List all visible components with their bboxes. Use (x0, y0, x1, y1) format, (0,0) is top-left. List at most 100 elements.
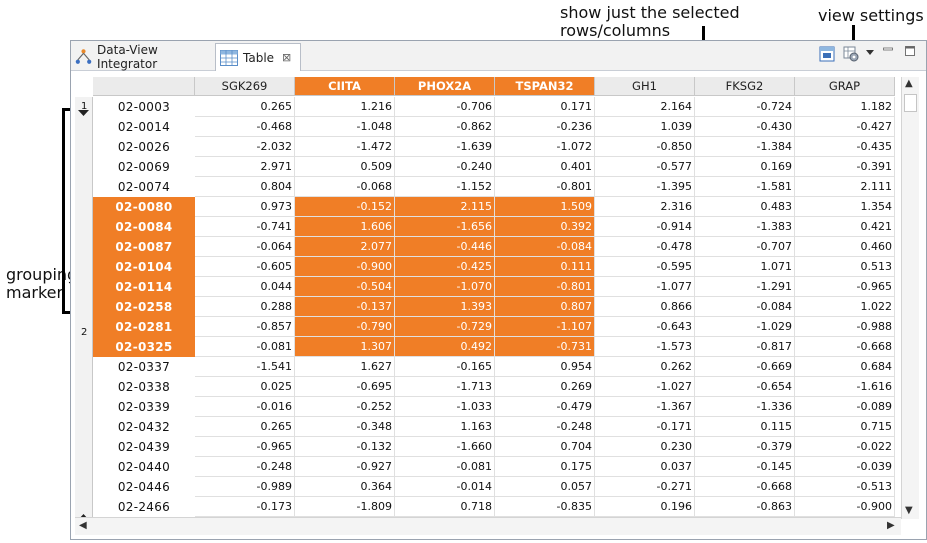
table-cell[interactable]: 0.265 (195, 97, 295, 117)
table-cell[interactable]: 2.316 (595, 197, 695, 217)
table-cell[interactable]: -0.137 (295, 297, 395, 317)
table-cell[interactable]: -0.729 (395, 317, 495, 337)
table-cell[interactable]: 1.354 (795, 197, 895, 217)
table-cell[interactable]: 0.460 (795, 237, 895, 257)
table-cell[interactable]: 0.171 (495, 97, 595, 117)
table-cell[interactable]: 1.216 (295, 97, 395, 117)
table-cell[interactable]: 1.627 (295, 357, 395, 377)
table-cell[interactable]: -1.048 (295, 117, 395, 137)
table-row[interactable]: 02-0104 -0.605 -0.900 -0.425 0.111 -0.595 1.07… (93, 257, 895, 277)
row-header[interactable]: 02-0087 (93, 237, 195, 257)
table-cell[interactable]: 0.715 (795, 417, 895, 437)
table-cell[interactable]: -0.669 (695, 357, 795, 377)
table-cell[interactable]: -0.089 (795, 397, 895, 417)
table-cell[interactable]: -1.809 (295, 497, 395, 517)
table-cell[interactable]: 0.704 (495, 437, 595, 457)
table-cell[interactable]: -0.989 (195, 477, 295, 497)
table-cell[interactable]: -0.084 (695, 297, 795, 317)
row-header[interactable]: 02-0338 (117, 380, 171, 394)
table-cell[interactable]: -0.654 (695, 377, 795, 397)
column-header[interactable]: GRAP (795, 77, 895, 96)
table-row[interactable]: 02-0003 0.265 1.216 -0.706 0.171 2.164 -0.724 1… (93, 97, 895, 117)
table-cell[interactable]: -0.252 (295, 397, 395, 417)
collapse-group-icon[interactable] (78, 110, 89, 117)
table-cell[interactable]: -0.668 (695, 477, 795, 497)
table-cell[interactable]: -0.468 (195, 117, 295, 137)
table-cell[interactable]: -0.927 (295, 457, 395, 477)
table-cell[interactable]: -0.741 (195, 217, 295, 237)
table-cell[interactable]: -0.707 (695, 237, 795, 257)
table-cell[interactable]: -0.348 (295, 417, 395, 437)
table-cell[interactable]: -0.435 (795, 137, 895, 157)
table-cell[interactable]: 0.364 (295, 477, 395, 497)
table-cell[interactable]: 0.115 (695, 417, 795, 437)
table-cell[interactable]: -0.817 (695, 337, 795, 357)
table-row[interactable]: 02-0014 -0.468 -1.048 -0.862 -0.236 1.039 -0.4… (93, 117, 895, 137)
table-cell[interactable]: -1.072 (495, 137, 595, 157)
table-row[interactable]: 02-0337 -1.541 1.627 -0.165 0.954 0.262 -0.669… (93, 357, 895, 377)
column-header[interactable]: SGK269 (195, 77, 295, 96)
table-cell[interactable]: -0.731 (495, 337, 595, 357)
table-row[interactable]: 02-0080 0.973 -0.152 2.115 1.509 2.316 0.483 1.… (93, 197, 895, 217)
table-row[interactable]: 02-0439 -0.965 -0.132 -1.660 0.704 0.230 -0.37… (93, 437, 895, 457)
table-row[interactable]: 02-0084 -0.741 1.606 -1.656 0.392 -0.914 -1.38… (93, 217, 895, 237)
table-cell[interactable]: 0.954 (495, 357, 595, 377)
table-cell[interactable]: 2.111 (795, 177, 895, 197)
table-row[interactable]: 02-0338 0.025 -0.695 -1.713 0.269 -1.027 -0.65… (93, 377, 895, 397)
row-header[interactable]: 02-0114 (93, 277, 195, 297)
table-cell[interactable]: -1.639 (395, 137, 495, 157)
table-cell[interactable]: -0.988 (795, 317, 895, 337)
row-header[interactable]: 02-0080 (93, 197, 195, 217)
table-cell[interactable]: 0.025 (195, 377, 295, 397)
table-cell[interactable]: -0.862 (395, 117, 495, 137)
table-cell[interactable]: 0.401 (495, 157, 595, 177)
table-row[interactable]: 02-0325 -0.081 1.307 0.492 -0.731 -1.573 -0.81… (93, 337, 895, 357)
table-cell[interactable]: -0.022 (795, 437, 895, 457)
group-marker-1[interactable]: 1 (81, 101, 88, 112)
table-cell[interactable]: -1.070 (395, 277, 495, 297)
table-row[interactable]: 02-0432 0.265 -0.348 1.163 -0.248 -0.171 0.115… (93, 417, 895, 437)
table-cell[interactable]: -0.965 (795, 277, 895, 297)
table-cell[interactable]: -2.032 (195, 137, 295, 157)
table-cell[interactable]: -1.077 (595, 277, 695, 297)
scroll-down-icon[interactable]: ▼ (905, 505, 913, 516)
scroll-right-icon[interactable]: ▶ (887, 520, 895, 531)
table-cell[interactable]: -0.039 (795, 457, 895, 477)
column-header[interactable]: FKSG2 (695, 77, 795, 96)
table-cell[interactable]: -0.014 (395, 477, 495, 497)
table-cell[interactable]: -1.383 (695, 217, 795, 237)
table-cell[interactable]: -1.384 (695, 137, 795, 157)
table-cell[interactable]: -0.132 (295, 437, 395, 457)
table-cell[interactable]: -0.504 (295, 277, 395, 297)
table-cell[interactable]: 0.230 (595, 437, 695, 457)
table-cell[interactable]: -0.145 (695, 457, 795, 477)
table-cell[interactable]: -1.367 (595, 397, 695, 417)
table-cell[interactable]: 1.509 (495, 197, 595, 217)
table-cell[interactable]: -0.479 (495, 397, 595, 417)
table-cell[interactable]: 0.175 (495, 457, 595, 477)
table-cell[interactable]: -1.033 (395, 397, 495, 417)
table-cell[interactable]: 0.804 (195, 177, 295, 197)
table-cell[interactable]: -0.391 (795, 157, 895, 177)
table-cell[interactable]: -0.835 (495, 497, 595, 517)
table-cell[interactable]: -0.801 (495, 177, 595, 197)
show-selected-icon[interactable] (819, 46, 835, 62)
table-cell[interactable]: 0.044 (195, 277, 295, 297)
table-cell[interactable]: -0.165 (395, 357, 495, 377)
table-row[interactable]: 02-0069 2.971 0.509 -0.240 0.401 -0.577 0.169-… (93, 157, 895, 177)
table-cell[interactable]: 0.262 (595, 357, 695, 377)
column-header[interactable]: TSPAN32 (495, 77, 595, 96)
table-cell[interactable]: 0.057 (495, 477, 595, 497)
table-cell[interactable]: -0.084 (495, 237, 595, 257)
minimize-icon[interactable] (883, 46, 893, 56)
maximize-icon[interactable] (905, 46, 915, 56)
table-cell[interactable]: -1.616 (795, 377, 895, 397)
table-cell[interactable]: -0.152 (295, 197, 395, 217)
table-cell[interactable]: 0.269 (495, 377, 595, 397)
table-row[interactable]: 02-0258 0.288 -0.137 1.393 0.807 0.866 -0.084 1… (93, 297, 895, 317)
table-cell[interactable]: 0.684 (795, 357, 895, 377)
table-cell[interactable]: 0.265 (195, 417, 295, 437)
table-cell[interactable]: -0.790 (295, 317, 395, 337)
table-cell[interactable]: -0.240 (395, 157, 495, 177)
table-cell[interactable]: 2.115 (395, 197, 495, 217)
